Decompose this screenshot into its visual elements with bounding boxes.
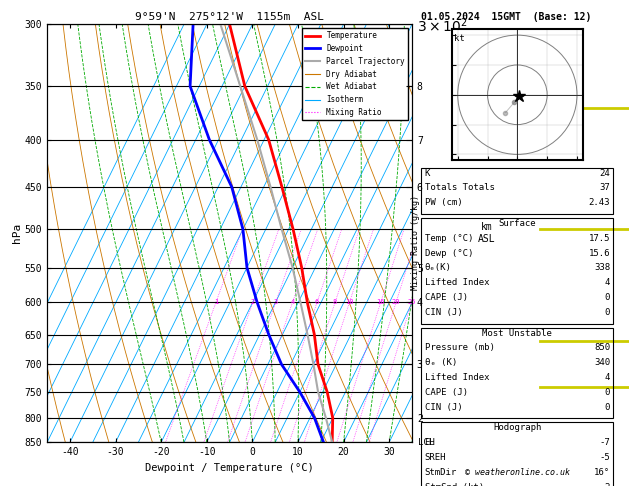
Text: 850: 850: [594, 343, 610, 352]
X-axis label: Dewpoint / Temperature (°C): Dewpoint / Temperature (°C): [145, 463, 314, 473]
Text: 0: 0: [604, 308, 610, 317]
Text: 3: 3: [274, 299, 278, 306]
Text: CIN (J): CIN (J): [425, 308, 462, 317]
Text: Most Unstable: Most Unstable: [482, 329, 552, 338]
Text: Lifted Index: Lifted Index: [425, 373, 489, 382]
Text: kt: kt: [454, 35, 465, 43]
Text: PW (cm): PW (cm): [425, 198, 462, 208]
Text: 25: 25: [408, 299, 416, 306]
Text: EH: EH: [425, 438, 435, 447]
Text: 15.6: 15.6: [589, 249, 610, 258]
Text: Mixing Ratio (g/kg): Mixing Ratio (g/kg): [411, 195, 420, 291]
Text: 1: 1: [214, 299, 218, 306]
Text: 16°: 16°: [594, 468, 610, 477]
Text: 0: 0: [604, 402, 610, 412]
Text: CIN (J): CIN (J): [425, 402, 462, 412]
Text: 16: 16: [376, 299, 385, 306]
Text: 37: 37: [599, 183, 610, 192]
Text: Hodograph: Hodograph: [493, 423, 542, 433]
Text: Lifted Index: Lifted Index: [425, 278, 489, 287]
Text: 2.43: 2.43: [589, 198, 610, 208]
Text: Dewp (°C): Dewp (°C): [425, 249, 473, 258]
Text: CAPE (J): CAPE (J): [425, 388, 467, 397]
Text: SREH: SREH: [425, 453, 446, 462]
Text: 17.5: 17.5: [589, 234, 610, 243]
Text: 4: 4: [291, 299, 294, 306]
Text: θₑ(K): θₑ(K): [425, 263, 452, 273]
Text: 2: 2: [604, 483, 610, 486]
Y-axis label: km
ASL: km ASL: [478, 223, 496, 244]
Text: 338: 338: [594, 263, 610, 273]
Text: 20: 20: [392, 299, 400, 306]
Text: Totals Totals: Totals Totals: [425, 183, 494, 192]
Text: Surface: Surface: [499, 219, 536, 228]
Text: 6: 6: [315, 299, 319, 306]
Text: 24: 24: [599, 169, 610, 178]
Text: StmSpd (kt): StmSpd (kt): [425, 483, 484, 486]
Text: -7: -7: [599, 438, 610, 447]
Text: 340: 340: [594, 358, 610, 367]
Text: 10: 10: [345, 299, 353, 306]
Text: 4: 4: [604, 373, 610, 382]
Legend: Temperature, Dewpoint, Parcel Trajectory, Dry Adiabat, Wet Adiabat, Isotherm, Mi: Temperature, Dewpoint, Parcel Trajectory…: [302, 28, 408, 120]
Text: © weatheronline.co.uk: © weatheronline.co.uk: [465, 468, 570, 477]
Text: 4: 4: [604, 278, 610, 287]
Text: 8: 8: [333, 299, 337, 306]
Text: 0: 0: [604, 388, 610, 397]
Text: -5: -5: [599, 453, 610, 462]
Text: StmDir: StmDir: [425, 468, 457, 477]
Title: 9°59'N  275°12'W  1155m  ASL: 9°59'N 275°12'W 1155m ASL: [135, 12, 324, 22]
Text: CAPE (J): CAPE (J): [425, 293, 467, 302]
Text: 01.05.2024  15GMT  (Base: 12): 01.05.2024 15GMT (Base: 12): [421, 12, 592, 22]
Text: θₑ (K): θₑ (K): [425, 358, 457, 367]
Text: Temp (°C): Temp (°C): [425, 234, 473, 243]
Text: Pressure (mb): Pressure (mb): [425, 343, 494, 352]
Y-axis label: hPa: hPa: [12, 223, 22, 243]
Text: K: K: [425, 169, 430, 178]
Text: 2: 2: [251, 299, 255, 306]
Text: LCL: LCL: [418, 438, 433, 447]
Text: 0: 0: [604, 293, 610, 302]
